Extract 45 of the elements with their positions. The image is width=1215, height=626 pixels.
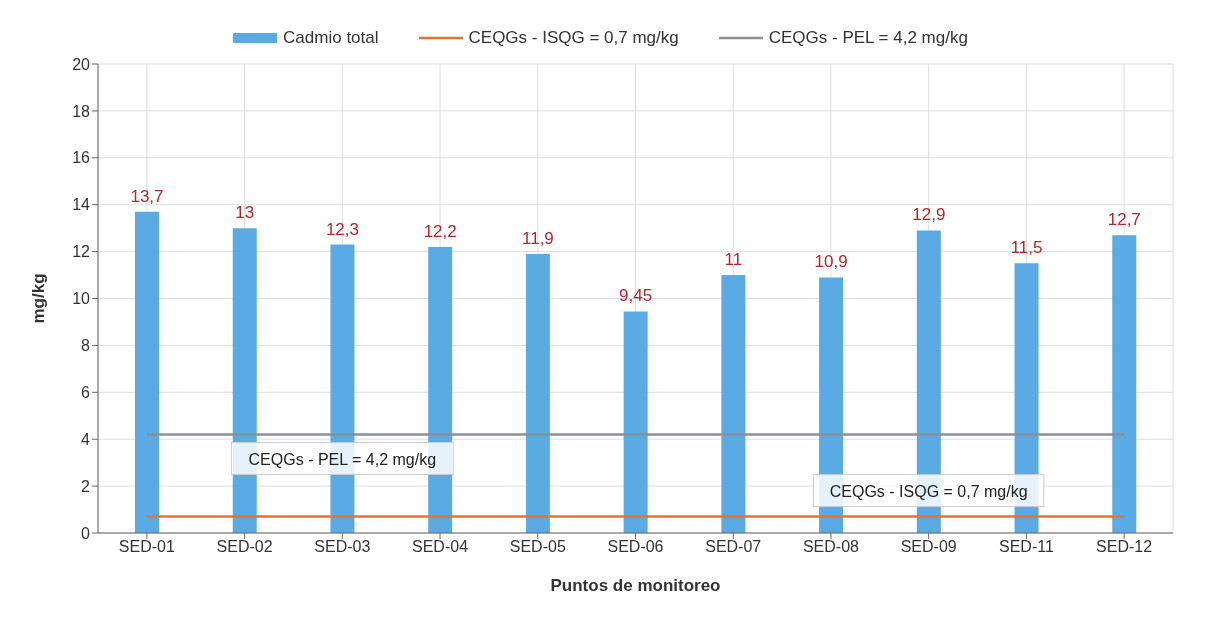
data-label: 13,7 [130,186,164,206]
legend-label: CEQGs - ISQG = 0,7 mg/kg [467,28,679,48]
data-label: 12,2 [423,221,457,241]
y-tick-label: 2 [81,477,91,495]
legend-label: CEQGs - PEL = 4,2 mg/kg [767,28,968,48]
data-label: 9,45 [619,286,653,306]
bar [721,275,746,533]
bar [623,311,648,533]
y-tick-label: 0 [81,524,91,542]
y-tick-label: 10 [72,290,91,308]
data-label: 12,3 [325,219,359,239]
data-label: 11,5 [1010,238,1043,258]
y-tick-label: 20 [72,55,91,73]
x-tick-label: SED-04 [412,538,469,556]
y-tick-label: 16 [72,149,91,167]
x-tick-label: SED-05 [509,538,566,556]
x-tick-label: SED-02 [216,538,273,556]
x-axis-title: Puntos de monitoreo [550,576,721,595]
bar [1112,235,1137,533]
y-tick-label: 8 [81,337,91,355]
y-tick-label: 6 [81,383,91,401]
y-tick-label: 18 [72,102,91,120]
bar [135,211,159,533]
annotation: CEQGs - ISQG = 0,7 mg/kg [829,482,1028,500]
data-label: 13 [235,203,255,223]
data-label: 12,7 [1107,210,1141,230]
data-label: 11,9 [522,228,554,248]
x-tick-label: SED-09 [900,538,957,556]
legend-label: Cadmio total [282,28,379,48]
x-tick-label: SED-11 [998,538,1054,556]
bar [525,253,550,533]
x-tick-label: SED-06 [607,538,664,556]
x-tick-label: SED-12 [1096,538,1153,556]
data-label: 10,9 [814,252,848,272]
data-label: 12,9 [912,205,946,225]
x-tick-label: SED-07 [705,538,762,556]
x-tick-label: SED-08 [802,538,860,556]
y-axis-title: mg/kg [29,273,49,324]
y-tick-label: 14 [72,196,91,214]
x-tick-label: SED-03 [314,538,371,556]
y-tick-label: 4 [81,430,91,448]
y-tick-label: 12 [72,243,91,261]
data-label: 11 [724,250,743,270]
annotation: CEQGs - PEL = 4,2 mg/kg [248,450,437,468]
x-tick-label: SED-01 [118,538,175,556]
